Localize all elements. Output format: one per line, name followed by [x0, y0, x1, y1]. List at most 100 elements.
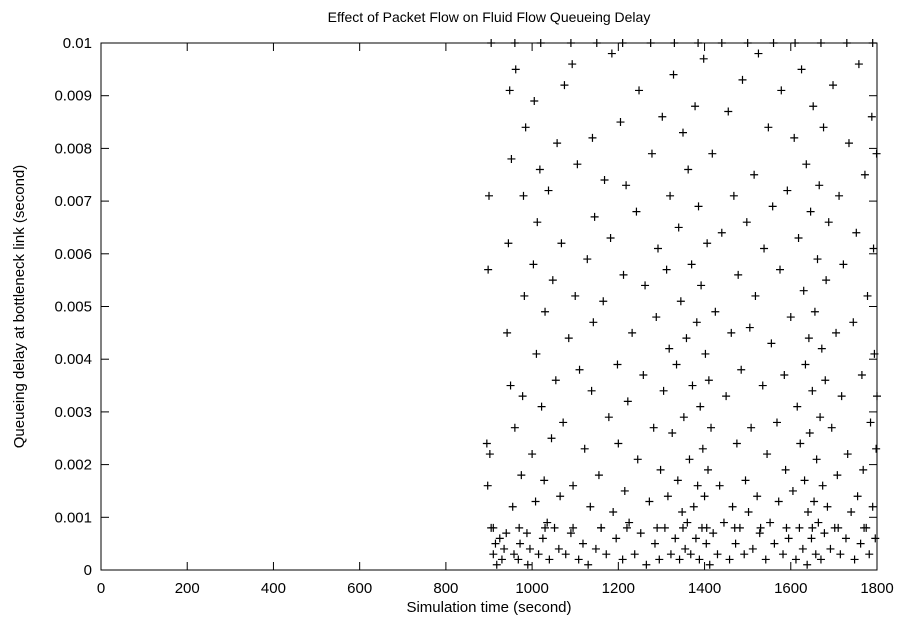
scatter-point [803, 560, 812, 569]
scatter-point [869, 244, 878, 253]
scatter-point [707, 423, 716, 432]
scatter-point [703, 239, 712, 248]
scatter-point [597, 523, 606, 532]
scatter-point [484, 265, 493, 274]
scatter-point [511, 65, 520, 74]
scatter-point [728, 502, 737, 511]
scatter-point [541, 523, 550, 532]
scatter-point [684, 165, 693, 174]
scatter-point [807, 534, 816, 543]
scatter-point [602, 550, 611, 559]
scatter-point [790, 133, 799, 142]
scatter-point [515, 523, 524, 532]
x-tick-label: 1600 [774, 580, 807, 597]
scatter-point [541, 307, 550, 316]
scatter-point [502, 529, 511, 538]
scatter-point [564, 334, 573, 343]
scatter-point [868, 502, 877, 511]
scatter-point [620, 486, 629, 495]
scatter-point [722, 392, 731, 401]
scatter-point [804, 334, 813, 343]
scatter-point [573, 160, 582, 169]
scatter-point [614, 439, 623, 448]
scatter-point [548, 276, 557, 285]
scatter-point [519, 191, 528, 200]
scatter-point [741, 476, 750, 485]
scatter-point [745, 323, 754, 332]
y-tick-label: 0.008 [54, 140, 92, 157]
scatter-point [843, 450, 852, 459]
scatter-point [867, 112, 876, 121]
scatter-point [647, 149, 656, 158]
scatter-point [815, 181, 824, 190]
scatter-point [632, 207, 641, 216]
scatter-point [802, 160, 811, 169]
scatter-point [806, 207, 815, 216]
scatter-point [747, 423, 756, 432]
scatter-point [485, 450, 494, 459]
scatter-point [685, 455, 694, 464]
scatter-point [804, 508, 813, 517]
scatter-point [666, 550, 675, 559]
scatter-point [641, 281, 650, 290]
scatter-point [834, 523, 843, 532]
scatter-point [777, 86, 786, 95]
scatter-point [569, 481, 578, 490]
scatter-point [811, 550, 820, 559]
scatter-point [686, 550, 695, 559]
scatter-point [850, 555, 859, 564]
plot-frame [100, 42, 878, 571]
y-axis-label: Queueing delay at bottleneck link (secon… [11, 165, 28, 449]
scatter-point [821, 376, 830, 385]
y-tick-label: 0.006 [54, 246, 92, 263]
chart-title: Effect of Packet Flow on Fluid Flow Queu… [328, 9, 651, 25]
scatter-point [795, 523, 804, 532]
scatter-point [580, 444, 589, 453]
scatter-point [700, 492, 709, 501]
scatter-point [489, 550, 498, 559]
scatter-point [630, 550, 639, 559]
scatter-point [516, 539, 525, 548]
scatter-point [865, 550, 874, 559]
scatter-point [708, 149, 717, 158]
scatter-point [636, 529, 645, 538]
scatter-point [857, 371, 866, 380]
scatter-point [485, 191, 493, 200]
scatter-point [520, 291, 529, 300]
scatter-point [530, 96, 539, 105]
scatter-point [709, 529, 718, 538]
scatter-point [586, 502, 595, 511]
scatter-point [809, 102, 818, 111]
scatter-point [758, 381, 767, 390]
scatter-point [506, 381, 515, 390]
scatter-point [584, 560, 593, 569]
scatter-point [571, 291, 580, 300]
scatter-point [553, 139, 562, 148]
scatter-point [619, 270, 628, 279]
scatter-point [683, 518, 692, 527]
scatter-point [839, 260, 848, 269]
scatter-point [835, 191, 844, 200]
scatter-point [550, 523, 559, 532]
scatter-point [658, 112, 667, 121]
scatter-point [633, 455, 642, 464]
scatter-point [587, 386, 596, 395]
scatter-point [688, 381, 697, 390]
scatter-point [849, 318, 858, 327]
scatter-point [518, 392, 527, 401]
scatter-point [531, 497, 540, 506]
scatter-point [760, 244, 769, 253]
scatter-point [622, 523, 631, 532]
scatter-point [569, 523, 578, 532]
scatter-point [660, 523, 669, 532]
scatter-point [589, 318, 598, 327]
x-tick-label: 600 [347, 580, 372, 597]
scatter-point [681, 544, 690, 553]
scatter-point [856, 539, 865, 548]
scatter-point [508, 502, 517, 511]
scatter-point [692, 318, 701, 327]
y-tick-label: 0.007 [54, 193, 92, 210]
scatter-point [731, 539, 740, 548]
scatter-point [794, 233, 803, 242]
scatter-point [836, 550, 845, 559]
